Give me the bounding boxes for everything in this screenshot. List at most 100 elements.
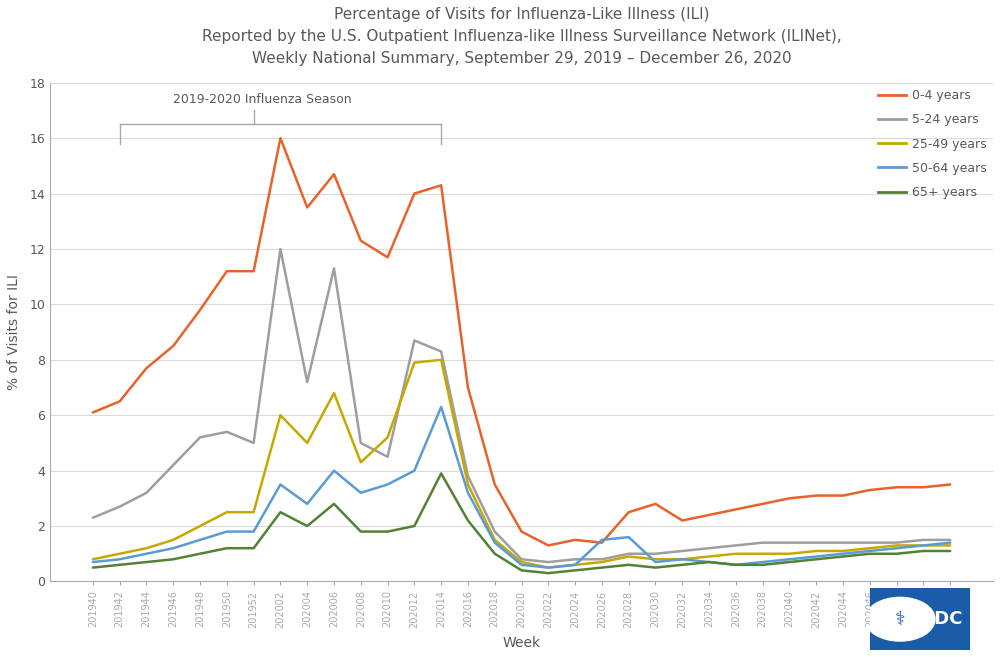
0-4 years (730, 505, 742, 513)
50-64 years (355, 489, 367, 497)
50-64 years (542, 564, 554, 572)
25-49 years (248, 509, 260, 516)
65+ years (730, 561, 742, 569)
0-4 years (87, 409, 99, 417)
65+ years (703, 558, 715, 566)
25-49 years (676, 555, 688, 563)
65+ years (623, 561, 635, 569)
50-64 years (569, 561, 581, 569)
Text: CDC: CDC (921, 610, 963, 628)
50-64 years (140, 550, 152, 558)
Line: 25-49 years: 25-49 years (93, 360, 950, 568)
5-24 years (837, 539, 849, 547)
65+ years (167, 555, 179, 563)
Title: Percentage of Visits for Influenza-Like Illness (ILI)
Reported by the U.S. Outpa: Percentage of Visits for Influenza-Like … (202, 7, 841, 66)
50-64 years (489, 539, 501, 547)
65+ years (783, 558, 795, 566)
0-4 years (810, 491, 822, 499)
50-64 years (301, 500, 313, 508)
5-24 years (435, 348, 447, 355)
5-24 years (489, 528, 501, 535)
5-24 years (87, 514, 99, 522)
65+ years (489, 550, 501, 558)
25-49 years (783, 550, 795, 558)
50-64 years (328, 466, 340, 474)
50-64 years (810, 553, 822, 560)
25-49 years (516, 558, 528, 566)
25-49 years (891, 541, 903, 549)
50-64 years (221, 528, 233, 535)
50-64 years (917, 541, 929, 549)
65+ years (435, 470, 447, 478)
25-49 years (703, 553, 715, 560)
Text: 2019-2020 Influenza Season: 2019-2020 Influenza Season (173, 93, 352, 106)
50-64 years (837, 550, 849, 558)
25-49 years (864, 544, 876, 552)
0-4 years (382, 254, 394, 261)
50-64 years (944, 539, 956, 547)
25-49 years (167, 536, 179, 544)
65+ years (569, 566, 581, 574)
50-64 years (676, 555, 688, 563)
25-49 years (435, 356, 447, 364)
65+ years (408, 522, 420, 530)
25-49 years (596, 558, 608, 566)
0-4 years (274, 134, 286, 142)
5-24 years (649, 550, 661, 558)
65+ years (891, 550, 903, 558)
0-4 years (328, 170, 340, 178)
X-axis label: Week: Week (502, 636, 541, 650)
5-24 years (355, 439, 367, 447)
5-24 years (891, 539, 903, 547)
50-64 years (864, 547, 876, 555)
25-49 years (944, 541, 956, 549)
Line: 50-64 years: 50-64 years (93, 407, 950, 568)
0-4 years (837, 491, 849, 499)
0-4 years (114, 397, 126, 405)
5-24 years (783, 539, 795, 547)
0-4 years (355, 237, 367, 244)
5-24 years (757, 539, 769, 547)
25-49 years (382, 434, 394, 442)
50-64 years (274, 480, 286, 488)
5-24 years (140, 489, 152, 497)
50-64 years (757, 558, 769, 566)
65+ years (837, 553, 849, 560)
5-24 years (596, 555, 608, 563)
0-4 years (676, 516, 688, 524)
50-64 years (194, 536, 206, 544)
50-64 years (408, 466, 420, 474)
0-4 years (435, 181, 447, 189)
25-49 years (301, 439, 313, 447)
5-24 years (569, 555, 581, 563)
5-24 years (917, 536, 929, 544)
Line: 65+ years: 65+ years (93, 474, 950, 573)
25-49 years (355, 459, 367, 466)
5-24 years (516, 555, 528, 563)
25-49 years (221, 509, 233, 516)
65+ years (757, 561, 769, 569)
5-24 years (382, 453, 394, 461)
65+ years (382, 528, 394, 535)
0-4 years (864, 486, 876, 494)
0-4 years (516, 528, 528, 535)
5-24 years (810, 539, 822, 547)
0-4 years (301, 204, 313, 212)
0-4 years (489, 480, 501, 488)
65+ years (542, 569, 554, 577)
25-49 years (649, 555, 661, 563)
50-64 years (730, 561, 742, 569)
50-64 years (516, 561, 528, 569)
65+ years (274, 509, 286, 516)
50-64 years (114, 555, 126, 563)
25-49 years (837, 547, 849, 555)
25-49 years (623, 553, 635, 560)
25-49 years (114, 550, 126, 558)
25-49 years (140, 544, 152, 552)
0-4 years (917, 484, 929, 491)
5-24 years (944, 536, 956, 544)
25-49 years (274, 411, 286, 419)
25-49 years (810, 547, 822, 555)
5-24 years (542, 558, 554, 566)
65+ years (462, 516, 474, 524)
